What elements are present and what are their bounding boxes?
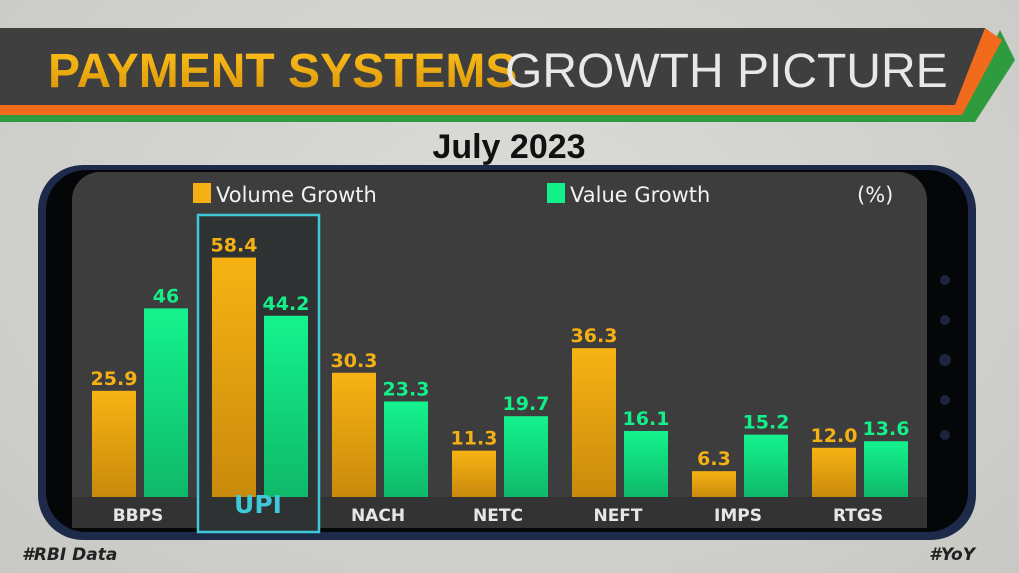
bar-value-upi	[264, 315, 308, 497]
bar-volume-rtgs	[812, 447, 856, 497]
title-light: GROWTH PICTURE	[505, 45, 948, 98]
data-label-volume-nach: 30.3	[331, 350, 378, 372]
category-label-nach: NACH	[351, 506, 405, 526]
bar-volume-netc	[452, 450, 496, 497]
data-label-value-nach: 23.3	[383, 378, 430, 400]
category-label-bbps: BBPS	[113, 506, 164, 526]
title-bold: PAYMENT SYSTEMS	[48, 45, 517, 98]
banner-orange-stripe	[0, 28, 1002, 115]
data-label-volume-bbps: 25.9	[91, 368, 138, 390]
bar-value-imps	[744, 434, 788, 497]
legend-label-value: Value Growth	[570, 183, 710, 207]
footer-right-tag: #YoY	[929, 545, 977, 565]
data-label-value-imps: 15.2	[743, 412, 790, 434]
legend-swatch-volume	[193, 183, 211, 203]
legend-label-volume: Volume Growth	[216, 183, 377, 207]
chart-title: July 2023	[432, 128, 585, 166]
bar-value-neft	[624, 430, 668, 497]
bar-value-netc	[504, 416, 548, 497]
unit-label: (%)	[857, 183, 893, 207]
data-label-value-neft: 16.1	[623, 408, 670, 430]
category-label-netc: NETC	[473, 506, 523, 526]
data-label-value-bbps: 46	[153, 285, 179, 307]
data-label-volume-neft: 36.3	[571, 325, 618, 347]
bar-volume-upi	[212, 257, 256, 497]
category-label-neft: NEFT	[593, 506, 642, 526]
data-label-value-rtgs: 13.6	[863, 418, 910, 440]
data-label-volume-imps: 6.3	[697, 448, 731, 470]
legend-swatch-value	[547, 183, 565, 203]
banner-background	[0, 28, 985, 105]
category-label-rtgs: RTGS	[833, 506, 883, 526]
data-label-value-netc: 19.7	[503, 393, 550, 415]
category-label-upi: UPI	[234, 490, 282, 519]
bar-volume-neft	[572, 348, 616, 497]
data-label-volume-upi: 58.4	[211, 235, 258, 257]
bar-value-bbps	[144, 308, 188, 497]
bar-value-nach	[384, 401, 428, 497]
bar-volume-imps	[692, 471, 736, 497]
data-label-volume-netc: 11.3	[451, 428, 498, 450]
data-label-volume-rtgs: 12.0	[811, 425, 858, 447]
bar-volume-bbps	[92, 390, 136, 497]
bar-volume-nach	[332, 372, 376, 497]
bar-value-rtgs	[864, 441, 908, 497]
category-label-imps: IMPS	[714, 506, 762, 526]
data-label-value-upi: 44.2	[263, 293, 310, 315]
footer-left-tag: #RBI Data	[22, 545, 117, 565]
